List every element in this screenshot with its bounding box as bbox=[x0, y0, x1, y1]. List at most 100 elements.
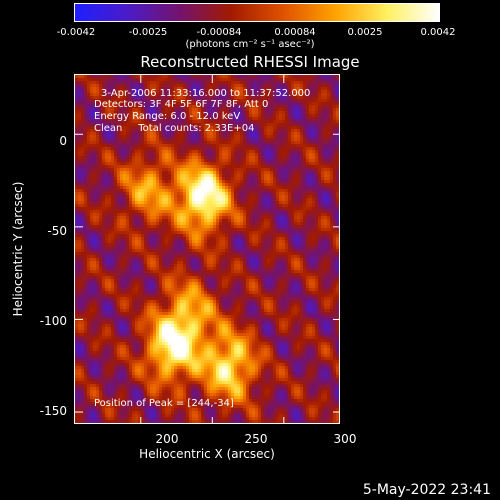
heatmap-cell bbox=[132, 342, 135, 345]
heatmap-cell bbox=[87, 255, 90, 258]
heatmap-cell bbox=[123, 312, 126, 315]
heatmap-cell bbox=[105, 294, 108, 297]
heatmap-cell bbox=[126, 231, 129, 234]
heatmap-cell bbox=[84, 366, 87, 369]
heatmap-cell bbox=[168, 108, 171, 111]
heatmap-cell bbox=[111, 90, 114, 93]
heatmap-cell bbox=[81, 255, 84, 258]
heatmap-cell bbox=[138, 294, 141, 297]
heatmap-cell bbox=[162, 156, 165, 159]
heatmap-cell bbox=[102, 207, 105, 210]
heatmap-cell bbox=[171, 135, 174, 138]
heatmap-cell bbox=[84, 309, 87, 312]
heatmap-cell bbox=[117, 321, 120, 324]
heatmap-cell bbox=[78, 423, 81, 424]
heatmap-cell bbox=[138, 291, 141, 294]
heatmap-cell bbox=[141, 354, 144, 357]
heatmap-cell bbox=[105, 273, 108, 276]
heatmap-cell bbox=[177, 324, 180, 327]
heatmap-cell bbox=[126, 342, 129, 345]
heatmap-cell bbox=[198, 342, 201, 345]
heatmap-cell bbox=[189, 402, 192, 405]
heatmap-cell bbox=[171, 399, 174, 402]
heatmap-cell bbox=[165, 228, 168, 231]
heatmap-cell bbox=[174, 417, 177, 420]
heatmap-cell bbox=[81, 312, 84, 315]
heatmap-cell bbox=[81, 357, 84, 360]
heatmap-cell bbox=[108, 297, 111, 300]
heatmap-cell bbox=[186, 243, 189, 246]
heatmap-cell bbox=[123, 144, 126, 147]
heatmap-cell bbox=[156, 267, 159, 270]
heatmap-cell bbox=[144, 273, 147, 276]
heatmap-cell bbox=[78, 96, 81, 99]
heatmap-cell bbox=[120, 153, 123, 156]
heatmap-cell bbox=[168, 240, 171, 243]
heatmap-cell bbox=[183, 75, 186, 78]
heatmap-cell bbox=[117, 207, 120, 210]
heatmap-cell bbox=[111, 117, 114, 120]
heatmap-cell bbox=[129, 345, 132, 348]
heatmap-cell bbox=[150, 327, 153, 330]
heatmap-cell bbox=[123, 156, 126, 159]
heatmap-cell bbox=[132, 291, 135, 294]
heatmap-cell bbox=[123, 117, 126, 120]
heatmap-cell bbox=[129, 219, 132, 222]
heatmap-cell bbox=[171, 102, 174, 105]
heatmap-cell bbox=[180, 177, 183, 180]
heatmap-cell bbox=[114, 288, 117, 291]
heatmap-cell bbox=[90, 135, 93, 138]
heatmap-cell bbox=[99, 102, 102, 105]
heatmap-cell bbox=[96, 414, 99, 417]
heatmap-cell bbox=[162, 201, 165, 204]
heatmap-cell bbox=[117, 345, 120, 348]
heatmap-cell bbox=[165, 108, 168, 111]
heatmap-cell bbox=[87, 333, 90, 336]
heatmap-cell bbox=[123, 219, 126, 222]
heatmap-cell bbox=[156, 402, 159, 405]
heatmap-cell bbox=[126, 420, 129, 423]
heatmap-cell bbox=[96, 150, 99, 153]
heatmap-cell bbox=[201, 222, 204, 225]
heatmap-cell bbox=[132, 234, 135, 237]
heatmap-cell bbox=[147, 255, 150, 258]
heatmap-cell bbox=[192, 372, 195, 375]
heatmap-cell bbox=[108, 423, 111, 424]
heatmap-cell bbox=[156, 255, 159, 258]
heatmap-cell bbox=[90, 276, 93, 279]
heatmap-cell bbox=[138, 387, 141, 390]
heatmap-cell bbox=[114, 180, 117, 183]
heatmap-cell bbox=[168, 102, 171, 105]
heatmap-cell bbox=[165, 345, 168, 348]
heatmap-cell bbox=[168, 378, 171, 381]
heatmap-cell bbox=[102, 141, 105, 144]
heatmap-cell bbox=[105, 126, 108, 129]
heatmap-cell bbox=[168, 183, 171, 186]
heatmap-cell bbox=[99, 225, 102, 228]
heatmap-cell bbox=[93, 90, 96, 93]
heatmap-cell bbox=[147, 252, 150, 255]
heatmap-cell bbox=[147, 234, 150, 237]
heatmap-cell bbox=[93, 351, 96, 354]
heatmap-cell bbox=[78, 345, 81, 348]
heatmap-cell bbox=[186, 342, 189, 345]
heatmap-cell bbox=[144, 294, 147, 297]
heatmap-cell bbox=[123, 384, 126, 387]
heatmap-cell bbox=[183, 291, 186, 294]
heatmap-cell bbox=[129, 210, 132, 213]
heatmap-cell bbox=[189, 414, 192, 417]
heatmap-cell bbox=[114, 138, 117, 141]
heatmap-cell bbox=[138, 363, 141, 366]
heatmap-cell bbox=[114, 141, 117, 144]
heatmap-cell bbox=[96, 270, 99, 273]
heatmap-cell bbox=[144, 138, 147, 141]
heatmap-cell bbox=[135, 297, 138, 300]
heatmap-cell bbox=[99, 324, 102, 327]
heatmap-cell bbox=[192, 108, 195, 111]
heatmap-cell bbox=[156, 339, 159, 342]
heatmap-cell bbox=[189, 297, 192, 300]
heatmap-cell bbox=[150, 141, 153, 144]
heatmap-cell bbox=[180, 243, 183, 246]
heatmap-cell bbox=[123, 309, 126, 312]
heatmap-cell bbox=[162, 246, 165, 249]
